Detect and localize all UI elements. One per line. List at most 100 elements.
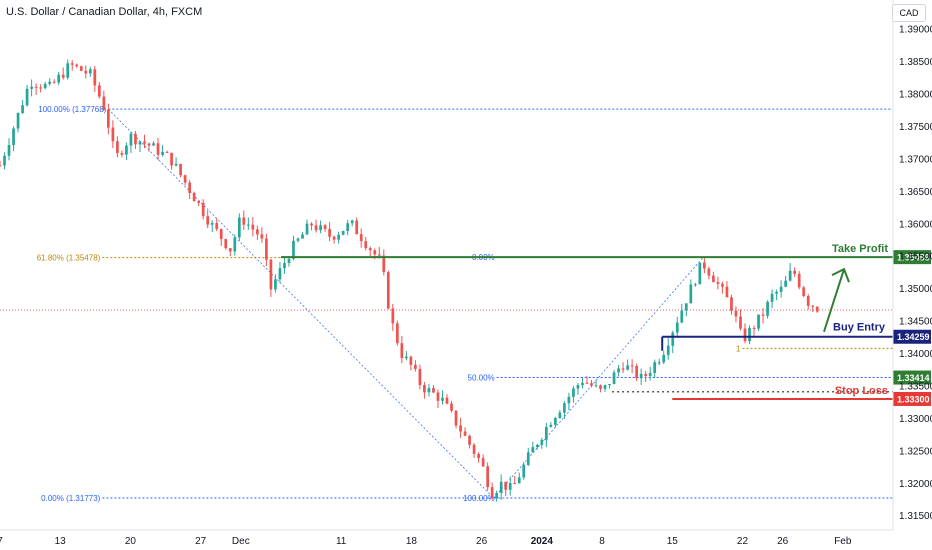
candle-body bbox=[761, 314, 765, 316]
x-tick-label: 27 bbox=[195, 536, 207, 547]
candle-body bbox=[662, 354, 666, 363]
candle-body bbox=[779, 286, 783, 292]
candle-body bbox=[161, 151, 164, 155]
candle-body bbox=[684, 303, 688, 311]
x-tick-label: 26 bbox=[476, 536, 488, 547]
candle-body bbox=[368, 248, 372, 251]
y-tick-label: 1.35500 bbox=[899, 252, 932, 263]
take-profit-label: Take Profit bbox=[832, 243, 888, 255]
candle-body bbox=[680, 310, 684, 323]
buy-entry-price-tag-bg bbox=[893, 329, 931, 344]
chart-title: U.S. Dollar / Canadian Dollar, 4h, FXCM bbox=[6, 6, 203, 18]
candle-body bbox=[237, 217, 241, 238]
candle-body bbox=[52, 81, 56, 83]
candle-body bbox=[671, 332, 675, 346]
candle-body bbox=[675, 322, 679, 333]
candle-body bbox=[386, 272, 390, 309]
candle-body bbox=[21, 105, 24, 113]
candle-body bbox=[739, 316, 742, 329]
candle-body bbox=[346, 223, 350, 231]
candle-body bbox=[454, 410, 458, 426]
candle-body bbox=[301, 234, 304, 239]
candle-body bbox=[66, 63, 70, 78]
up-arrow-head-icon bbox=[831, 267, 850, 283]
candle-body bbox=[310, 223, 313, 226]
candle-body bbox=[414, 364, 417, 369]
candle-body bbox=[788, 270, 792, 281]
candle-body bbox=[721, 283, 724, 287]
candle-body bbox=[120, 153, 124, 155]
candle-body bbox=[269, 259, 273, 290]
candle-body bbox=[292, 240, 295, 259]
candle-body bbox=[224, 239, 228, 249]
fib-label-right-50: 50.00% bbox=[468, 374, 495, 383]
candle-body bbox=[43, 83, 47, 89]
candle-body bbox=[495, 492, 499, 499]
candle-body bbox=[513, 483, 517, 485]
candle-body bbox=[441, 397, 444, 401]
x-tick-label: 26 bbox=[777, 536, 789, 547]
candle-body bbox=[39, 87, 42, 89]
secondary-price-tag-bg bbox=[893, 370, 931, 385]
candle-body bbox=[409, 356, 413, 365]
candle-body bbox=[350, 220, 354, 224]
take-profit-price-tag-bg bbox=[893, 250, 931, 265]
currency-selector[interactable]: CAD bbox=[892, 4, 926, 22]
candle-body bbox=[549, 424, 553, 427]
candle-body bbox=[129, 133, 133, 146]
candle-body bbox=[603, 385, 607, 389]
candle-body bbox=[25, 88, 29, 106]
candle-body bbox=[70, 63, 74, 65]
buy-entry-price-tag: 1.34259 bbox=[897, 332, 930, 342]
y-tick-label: 1.36500 bbox=[899, 187, 932, 198]
candle-body bbox=[188, 182, 191, 193]
candle-body bbox=[766, 301, 769, 316]
x-tick-label: Feb bbox=[834, 536, 852, 547]
candle-body bbox=[567, 396, 571, 404]
candle-body bbox=[599, 385, 602, 389]
y-tick-label: 1.38500 bbox=[899, 57, 932, 68]
candle-body bbox=[626, 365, 629, 370]
candle-body bbox=[210, 222, 214, 225]
y-tick-label: 1.39000 bbox=[899, 25, 932, 36]
trade-levels: Take Profit Buy Entry Stop Loss 1.35486 1.34… bbox=[280, 243, 931, 406]
candle-body bbox=[274, 279, 277, 290]
candle-body bbox=[585, 382, 589, 384]
candle-body bbox=[0, 165, 2, 167]
stop-loss-price-tag-bg bbox=[893, 391, 931, 406]
candle-body bbox=[544, 426, 548, 440]
x-tick-label: 2024 bbox=[531, 536, 554, 547]
candle-body bbox=[752, 328, 756, 330]
candle-body bbox=[75, 64, 79, 67]
candle-body bbox=[88, 69, 92, 74]
candle-body bbox=[617, 368, 620, 373]
candle-body bbox=[526, 452, 530, 465]
candle-body bbox=[183, 175, 187, 183]
y-tick-label: 1.34500 bbox=[899, 317, 932, 328]
candle-body bbox=[319, 225, 322, 231]
candle-body bbox=[581, 382, 584, 386]
candle-body bbox=[228, 248, 232, 252]
secondary-price-tag: 1.33414 bbox=[897, 373, 930, 383]
candle-body bbox=[811, 305, 815, 307]
candle-body bbox=[648, 372, 652, 376]
candle-body bbox=[793, 270, 797, 274]
candle-body bbox=[97, 85, 101, 97]
candle-body bbox=[703, 262, 706, 269]
candle-body bbox=[468, 435, 471, 445]
candle-body bbox=[296, 238, 300, 241]
candle-body bbox=[287, 258, 291, 264]
candle-body bbox=[757, 314, 760, 329]
candle-body bbox=[522, 464, 526, 478]
candle-body bbox=[377, 254, 381, 256]
candle-body bbox=[215, 222, 219, 230]
candle-body bbox=[93, 69, 97, 86]
y-tick-label: 1.32000 bbox=[899, 479, 932, 490]
x-tick-label: 7 bbox=[0, 536, 3, 547]
y-tick-label: 1.37000 bbox=[899, 154, 932, 165]
candle-body bbox=[432, 388, 435, 393]
x-tick-label: 18 bbox=[406, 536, 418, 547]
candle-body bbox=[152, 143, 155, 146]
